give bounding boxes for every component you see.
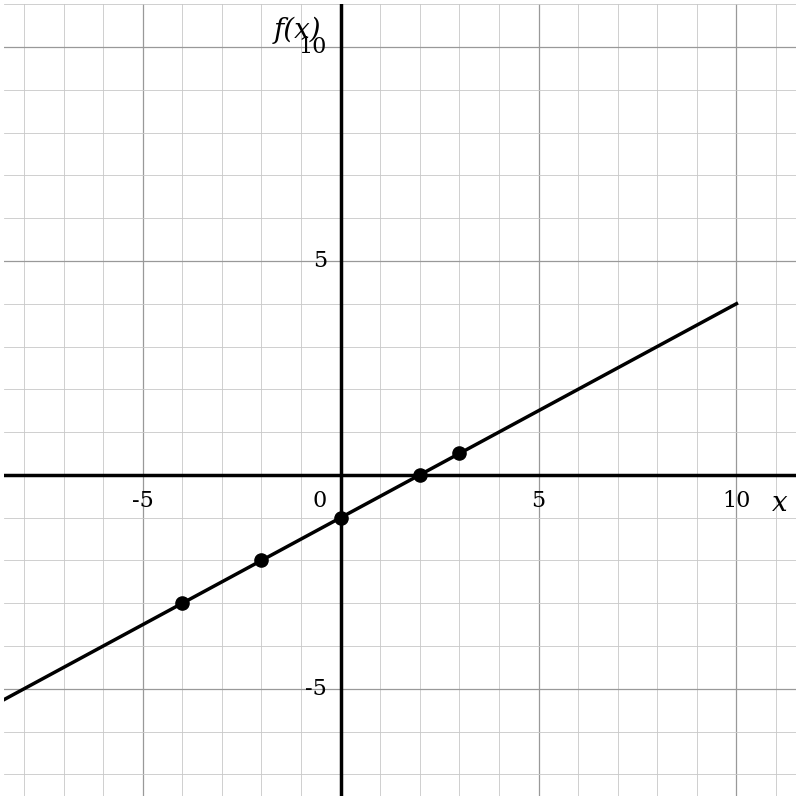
Text: 0: 0	[313, 490, 326, 512]
Point	[176, 597, 189, 610]
Text: 5: 5	[313, 250, 326, 272]
Point	[255, 554, 268, 567]
Text: 10: 10	[298, 36, 326, 58]
Text: 5: 5	[531, 490, 546, 512]
Text: f(x): f(x)	[274, 17, 321, 44]
Text: -5: -5	[305, 678, 326, 700]
Point	[453, 447, 466, 460]
Point	[334, 511, 347, 524]
Point	[414, 469, 426, 482]
Text: -5: -5	[132, 490, 154, 512]
Text: 10: 10	[722, 490, 750, 512]
Text: x: x	[772, 490, 788, 517]
